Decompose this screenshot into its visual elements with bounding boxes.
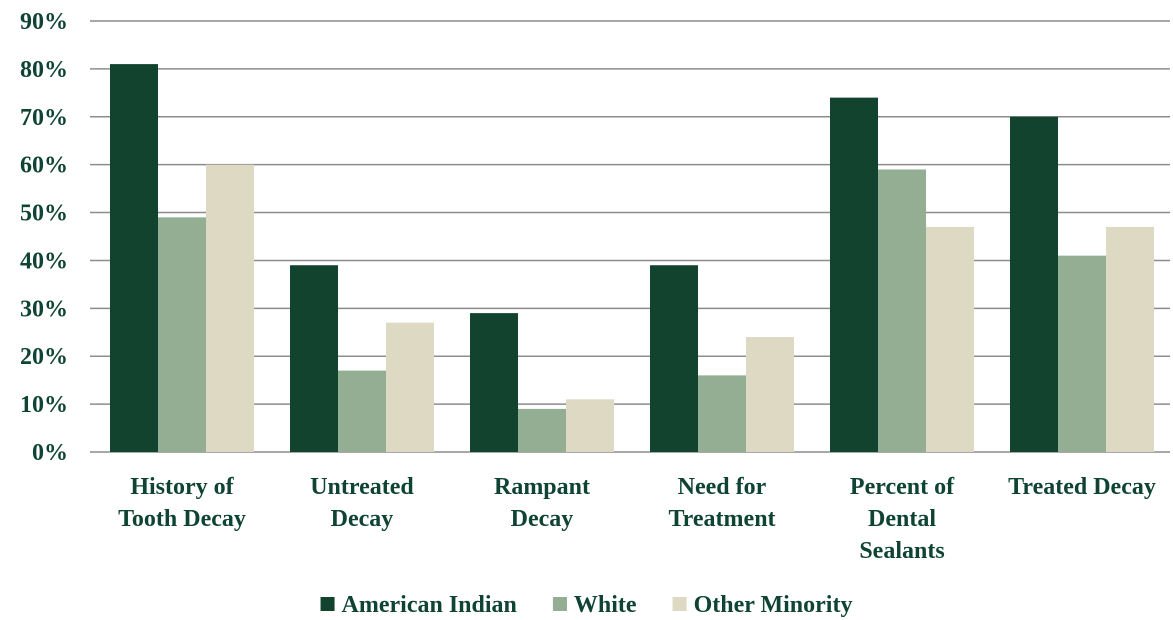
x-category-label: Sealants [859, 538, 944, 564]
bar-american-indian [470, 313, 518, 452]
x-category-label: Percent of [850, 474, 955, 500]
x-category-label: Untreated [310, 474, 414, 500]
x-category-label: Decay [511, 506, 574, 532]
x-category-label: Dental [868, 506, 936, 532]
legend-item: Other Minority [672, 592, 853, 618]
bar-white [698, 375, 746, 452]
y-tick-label: 40% [20, 248, 68, 274]
legend-item: American Indian [320, 592, 517, 618]
legend-label: American Indian [342, 592, 517, 618]
x-category-label: Treated Decay [1008, 474, 1156, 500]
legend-swatch [320, 597, 335, 611]
bar-other-minority [1106, 226, 1154, 452]
bar-american-indian [650, 265, 698, 452]
y-tick-label: 50% [20, 201, 68, 227]
bar-white [1058, 255, 1106, 452]
y-tick-label: 30% [20, 296, 68, 322]
bar-other-minority [566, 399, 614, 452]
bar-other-minority [926, 226, 974, 452]
x-category-label: Decay [331, 506, 394, 532]
y-axis-tick-labels: 0% 10% 20% 30% 40% 50% 60% 70% 80% 90% [20, 9, 68, 466]
x-category-label: Rampant [494, 474, 590, 500]
y-tick-label: 0% [32, 440, 68, 466]
y-tick-label: 90% [20, 9, 68, 35]
legend-swatch [672, 597, 687, 611]
legend-label: Other Minority [694, 592, 853, 618]
y-tick-label: 60% [20, 153, 68, 179]
bar-other-minority [206, 164, 254, 452]
legend-item: White [552, 592, 637, 618]
bar-other-minority [746, 337, 794, 452]
bar-white [518, 408, 566, 452]
x-axis-category-labels: History of Tooth Decay Untreated Decay Rampa… [118, 474, 1156, 564]
y-tick-label: 10% [20, 392, 68, 418]
bar-american-indian [830, 97, 878, 452]
x-category-label: Need for [678, 474, 767, 500]
legend-swatch [552, 597, 567, 611]
x-category-label: History of [130, 474, 234, 500]
bar-white [878, 169, 926, 452]
legend-label: White [574, 592, 637, 618]
y-tick-label: 70% [20, 105, 68, 131]
bar-american-indian [290, 265, 338, 452]
bar-american-indian [1010, 116, 1058, 453]
y-tick-label: 20% [20, 344, 68, 370]
bar-white [338, 370, 386, 452]
x-category-label: Tooth Decay [118, 506, 246, 532]
bar-other-minority [386, 322, 434, 452]
x-category-label: Treatment [668, 506, 775, 532]
legend: American Indian White Other Minority [320, 592, 853, 618]
bars [110, 64, 1154, 453]
gridlines [90, 20, 1170, 453]
bar-white [158, 217, 206, 452]
bar-american-indian [110, 64, 158, 452]
y-tick-label: 80% [20, 57, 68, 83]
